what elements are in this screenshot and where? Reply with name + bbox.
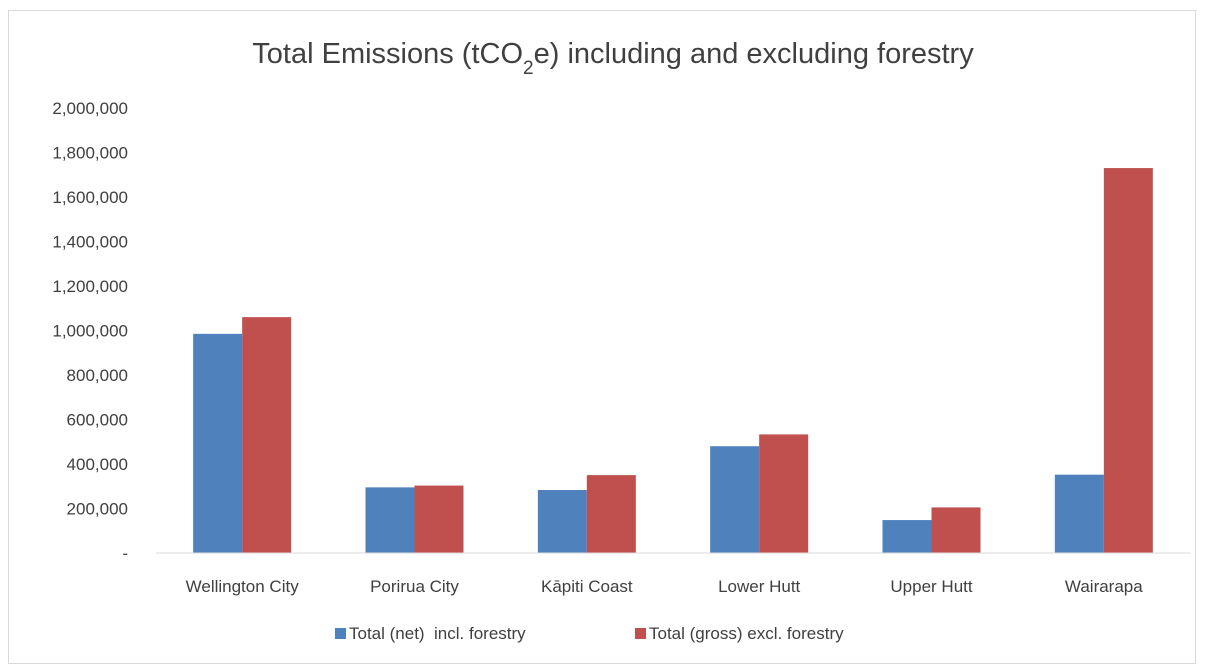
- legend-swatch: [635, 628, 646, 639]
- y-tick-label: 800,000: [67, 366, 128, 385]
- bar-net: [537, 490, 587, 553]
- y-axis-ticks: - 200,000 400,000 600,000 800,000 1,000,000 1,…: [52, 99, 128, 563]
- bar-gross: [242, 317, 292, 553]
- bar-gross: [414, 485, 464, 553]
- chart-title-subscript: 2: [523, 58, 534, 79]
- bar-net: [882, 520, 932, 553]
- legend-label: Total (net) incl. forestry: [349, 624, 526, 643]
- y-tick-label: 1,200,000: [52, 277, 128, 296]
- legend-label: Total (gross) excl. forestry: [649, 624, 844, 643]
- y-tick-label: 400,000: [67, 455, 128, 474]
- y-tick-label: 2,000,000: [52, 99, 128, 118]
- bar-gross: [1103, 168, 1153, 553]
- bar-net: [710, 446, 760, 553]
- legend-swatch: [335, 628, 346, 639]
- x-tick-label: Porirua City: [370, 577, 459, 596]
- bars-group: [193, 168, 1153, 553]
- legend: Total (net) incl. forestry Total (gross) …: [335, 624, 844, 643]
- chart-title-prefix: Total Emissions (tCO: [252, 38, 523, 70]
- x-tick-label: Upper Hutt: [890, 577, 972, 596]
- x-tick-label: Lower Hutt: [718, 577, 800, 596]
- bar-gross: [586, 475, 636, 553]
- y-tick-label: 1,000,000: [52, 322, 128, 341]
- chart-title-suffix: e) including and excluding forestry: [534, 38, 975, 70]
- chart-title: Total Emissions (tCO2e) including and ex…: [252, 38, 974, 79]
- bar-net: [1054, 474, 1104, 553]
- x-tick-label: Wellington City: [186, 577, 300, 596]
- bar-gross: [759, 434, 809, 553]
- y-tick-label: 1,400,000: [52, 233, 128, 252]
- bar-gross: [931, 507, 981, 553]
- y-tick-label: 1,600,000: [52, 188, 128, 207]
- x-axis-categories: Wellington City Porirua City Kāpiti Coast L…: [186, 577, 1144, 596]
- bar-net: [365, 487, 415, 553]
- x-tick-label: Kāpiti Coast: [541, 577, 633, 596]
- y-tick-label: 600,000: [67, 411, 128, 430]
- x-tick-label: Wairarapa: [1065, 577, 1143, 596]
- y-tick-label: -: [122, 544, 128, 563]
- y-tick-label: 200,000: [67, 500, 128, 519]
- bar-net: [193, 333, 243, 553]
- y-tick-label: 1,800,000: [52, 144, 128, 163]
